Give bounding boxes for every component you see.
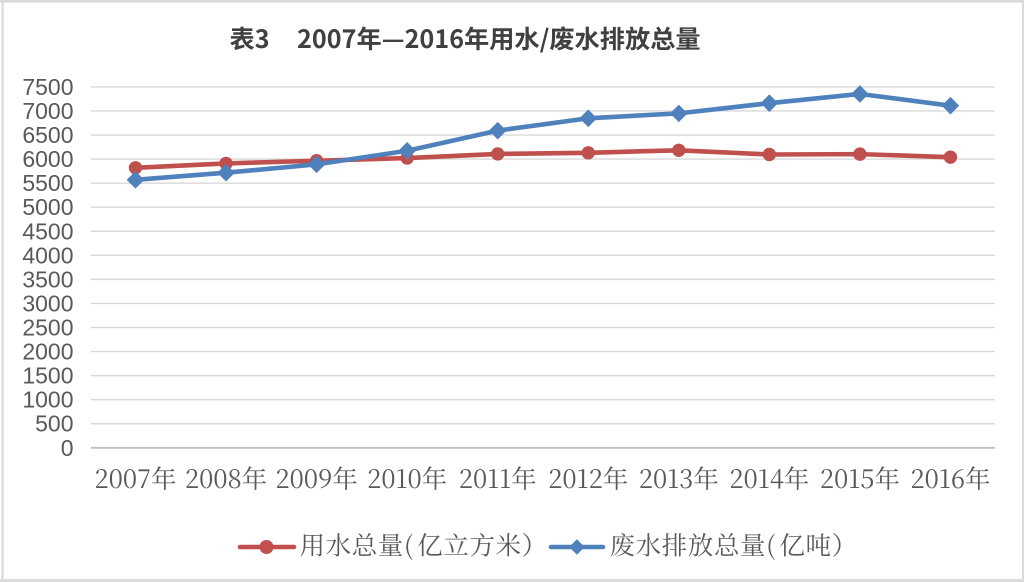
svg-text:0: 0 [61,435,74,461]
svg-text:2500: 2500 [22,315,73,341]
svg-text:5500: 5500 [22,170,73,196]
svg-text:7500: 7500 [22,74,73,100]
svg-text:500: 500 [35,411,73,437]
svg-text:1500: 1500 [22,363,73,389]
svg-text:2000: 2000 [22,339,73,365]
svg-text:1000: 1000 [22,387,73,413]
svg-text:3000: 3000 [22,290,73,316]
svg-text:4000: 4000 [22,242,73,268]
svg-text:3500: 3500 [22,266,73,292]
svg-text:6500: 6500 [22,122,73,148]
svg-text:4500: 4500 [22,218,73,244]
svg-text:5000: 5000 [22,194,73,220]
svg-text:6000: 6000 [22,146,73,172]
svg-text:7000: 7000 [22,98,73,124]
